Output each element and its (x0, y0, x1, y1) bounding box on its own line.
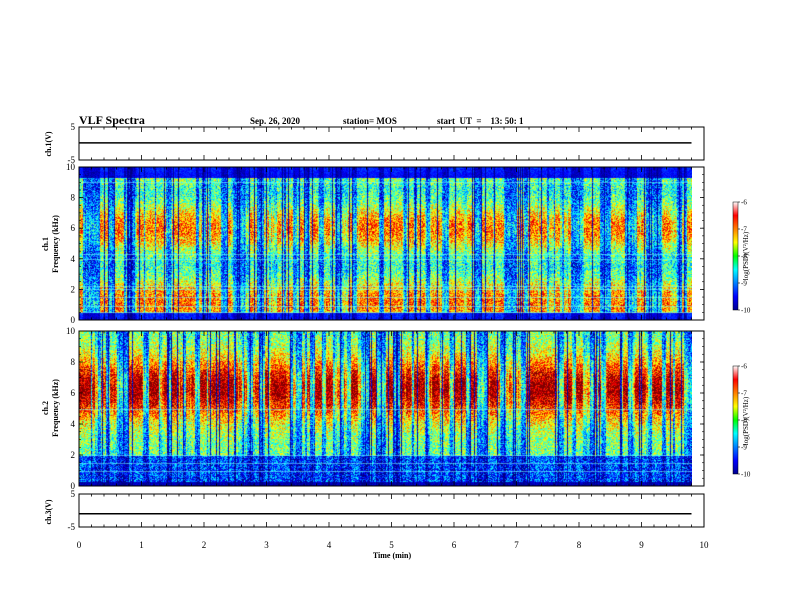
ch1-channel-axis-label: ch.1 (41, 237, 50, 251)
ch1-colorbar-tick-label: -6 (741, 199, 747, 207)
time-x-tick-label: 3 (264, 540, 269, 550)
ch1-frequency-axis-label: Frequency (kHz) (51, 215, 60, 273)
ch2-spectrogram-heatmap (79, 331, 692, 486)
time-x-tick-label: 4 (327, 540, 332, 550)
ch3-waveform-y-tick-label: 5 (71, 489, 76, 499)
ch2-colorbar-tick-label: -6 (741, 363, 747, 371)
ch1-colorbar-tick-label: -8 (741, 253, 747, 261)
ch2-colorbar-label: log(PSD)(V²/Hz) (742, 396, 750, 445)
ch1-colorbar-label: log(PSD)(V²/Hz) (742, 231, 750, 280)
time-x-tick-label: 5 (389, 540, 394, 550)
ch1-spectrogram-y-tick-label: 0 (71, 315, 76, 325)
header-start-time: start UT = 13: 50: 1 (437, 116, 524, 126)
ch2-spectrogram-y-tick-label: 10 (66, 326, 76, 336)
ch2-frequency-axis-label: Frequency (kHz) (51, 379, 60, 437)
ch2-colorbar-gradient (732, 365, 739, 475)
time-x-tick-label: 10 (700, 540, 710, 550)
ch3-waveform-panel: 5 -50 1 2 3 4 5 6 7 8 9 10 (68, 489, 710, 550)
time-x-tick-label: 0 (77, 540, 82, 550)
ch1-colorbar-gradient (732, 201, 739, 311)
ch2-channel-axis-label: ch.2 (41, 401, 50, 415)
header-date: Sep. 26, 2020 (250, 116, 301, 126)
ch2-colorbar-tick-label: -10 (741, 471, 751, 479)
ch1-spectrogram-heatmap (79, 167, 692, 320)
ch2-spectrogram-y-tick-label: 4 (71, 419, 76, 429)
ch2-spectrogram-y-tick-label: 0 (71, 481, 76, 491)
ch2-colorbar: -6 -7 -8 -9 -10 (732, 363, 751, 479)
figure-title: VLF Spectra (79, 113, 145, 127)
time-axis-label: Time (min) (373, 551, 412, 560)
ch1-waveform-y-tick-label: -5 (68, 155, 76, 165)
ch1-spectrogram-y-tick-label: 10 (66, 162, 76, 172)
time-x-tick-label: 9 (639, 540, 644, 550)
ch2-spectrogram-panel: 0 2 4 6 8 10 (66, 326, 705, 491)
ch2-colorbar-tick-label: -7 (741, 390, 747, 398)
ch2-colorbar-tick-label: -8 (741, 417, 747, 425)
time-x-tick-label: 2 (202, 540, 207, 550)
ch2-spectrogram-y-tick-label: 6 (71, 388, 76, 398)
ch1-spectrogram-y-tick-label: 2 (71, 284, 76, 294)
ch3-voltage-axis-label: ch.3(V) (44, 499, 53, 524)
ch1-spectrogram-panel: 0 2 4 6 8 10 (66, 162, 705, 325)
time-x-tick-label: 6 (452, 540, 457, 550)
ch1-spectrogram-y-tick-label: 6 (71, 223, 76, 233)
ch1-colorbar-tick-label: -10 (741, 307, 751, 315)
ch2-spectrogram-y-tick-label: 8 (71, 357, 76, 367)
ch1-spectrogram-y-tick-label: 8 (71, 193, 76, 203)
time-x-tick-label: 1 (139, 540, 144, 550)
ch1-waveform-y-tick-label: 5 (71, 122, 76, 132)
ch3-waveform-y-tick-label: -5 (68, 522, 76, 532)
time-x-tick-label: 7 (514, 540, 519, 550)
ch1-colorbar: -6 -7 -8 -9 -10 (732, 199, 751, 315)
ch1-spectrogram-y-tick-label: 4 (71, 254, 76, 264)
ch1-colorbar-tick-label: -9 (741, 280, 747, 288)
time-x-tick-label: 8 (577, 540, 582, 550)
ch2-colorbar-tick-label: -9 (741, 444, 747, 452)
ch2-spectrogram-y-tick-label: 2 (71, 450, 76, 460)
header-station: station= MOS (343, 116, 397, 126)
ch1-voltage-axis-label: ch.1(V) (44, 131, 53, 156)
ch1-colorbar-tick-label: -7 (741, 226, 747, 234)
ch1-waveform-panel: 5 -5 (68, 122, 705, 165)
